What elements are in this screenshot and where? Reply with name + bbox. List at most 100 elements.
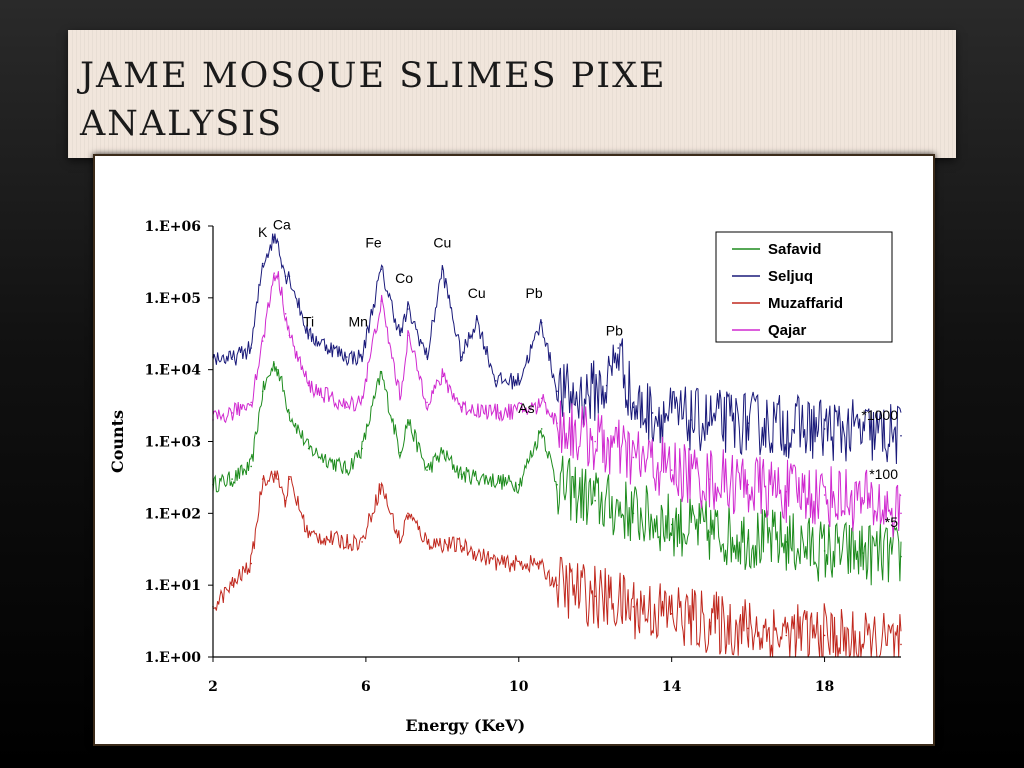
legend-box	[715, 231, 893, 343]
data-point-safavid	[460, 473, 463, 476]
data-point-qajar	[785, 490, 788, 493]
data-point-qajar	[284, 313, 287, 315]
data-point-qajar	[250, 401, 252, 404]
data-point-seljuq	[823, 428, 826, 430]
data-point-qajar	[346, 406, 348, 408]
data-point-qajar	[823, 494, 826, 496]
slide-title: JAME MOSQUE SLIMES PIXE ANALYSIS	[80, 56, 667, 144]
data-point-safavid	[823, 550, 826, 552]
data-point-qajar	[540, 397, 543, 400]
series-line-muzaffarid	[213, 470, 902, 658]
data-point-safavid	[307, 447, 310, 450]
data-point-muzaffarid	[288, 478, 291, 480]
data-point-qajar	[307, 384, 310, 387]
peak-label-mn: Mn	[349, 313, 368, 329]
scale-label-seljuq: *1000	[861, 407, 898, 423]
data-point-safavid	[399, 451, 402, 454]
data-point-muzaffarid	[361, 541, 363, 543]
data-point-safavid	[261, 390, 264, 393]
data-point-qajar	[460, 406, 463, 408]
data-point-seljuq	[690, 419, 692, 421]
data-point-muzaffarid	[346, 541, 348, 543]
data-point-muzaffarid	[594, 595, 596, 598]
axis-layer: 1.E+00 1.E+01 1.E+02 1.E+03 1.E+04 1.E+05 1.E+…	[108, 219, 901, 735]
title-banner: JAME MOSQUE SLIMES PIXE ANALYSIS	[68, 30, 956, 158]
data-point-safavid	[441, 451, 444, 454]
data-point-safavid	[426, 469, 428, 471]
label-layer: K Ca Ti Mn Fe Co Cu Cu Pb Pb As *5 *1000 *100	[258, 216, 898, 529]
data-point-muzaffarid	[900, 643, 902, 646]
data-point-seljuq	[407, 308, 409, 310]
data-point-seljuq	[380, 268, 383, 270]
peak-label-cu: Cu	[468, 285, 486, 301]
series-line-safavid	[212, 360, 902, 586]
data-point-seljuq	[651, 412, 654, 414]
x-tick-label: 2	[208, 679, 218, 695]
y-axis-title: Counts	[108, 410, 127, 473]
data-point-muzaffarid	[273, 473, 275, 476]
pixe-spectrum-chart: 1.E+00 1.E+01 1.E+02 1.E+03 1.E+04 1.E+05 1.E+…	[95, 156, 933, 744]
peak-label-ca: Ca	[273, 216, 291, 232]
peak-label-pb: Pb	[526, 285, 543, 301]
data-point-seljuq	[900, 435, 902, 437]
data-point-safavid	[862, 552, 864, 554]
data-point-qajar	[407, 334, 409, 337]
legend-label-seljuq: Seljuq	[768, 268, 813, 285]
data-point-seljuq	[556, 390, 558, 393]
data-point-qajar	[441, 375, 444, 378]
data-point-muzaffarid	[284, 499, 287, 502]
data-point-qajar	[747, 483, 749, 486]
data-point-safavid	[380, 372, 383, 374]
peak-label-ti: Ti	[303, 313, 314, 329]
data-point-muzaffarid	[231, 584, 233, 586]
data-point-muzaffarid	[399, 541, 402, 543]
data-point-safavid	[346, 469, 348, 471]
y-tick-label: 1.E+02	[145, 506, 202, 522]
series-line-seljuq	[212, 233, 902, 465]
data-point-qajar	[537, 406, 539, 408]
series-layer	[212, 233, 902, 658]
y-tick-label: 1.E+01	[145, 578, 202, 594]
data-point-seljuq	[284, 275, 287, 277]
chart-frame: 1.E+00 1.E+01 1.E+02 1.E+03 1.E+04 1.E+05 1.E+…	[93, 154, 935, 746]
data-point-qajar	[556, 422, 558, 425]
data-point-safavid	[540, 428, 543, 430]
data-point-muzaffarid	[747, 627, 749, 630]
data-point-safavid	[785, 541, 788, 543]
data-point-qajar	[900, 512, 902, 515]
data-point-seljuq	[277, 241, 279, 243]
data-point-seljuq	[617, 347, 619, 349]
data-point-safavid	[709, 531, 711, 533]
data-point-muzaffarid	[307, 534, 310, 536]
y-tick-label: 1.E+04	[145, 363, 202, 379]
data-point-muzaffarid	[709, 621, 711, 624]
x-tick-label: 10	[509, 679, 529, 695]
legend-label-muzaffarid: Muzaffarid	[768, 295, 843, 312]
data-point-safavid	[632, 512, 635, 515]
data-point-muzaffarid	[785, 634, 788, 637]
data-point-qajar	[862, 499, 864, 502]
legend: Safavid Seljuq Muzaffarid Qajar	[715, 231, 893, 343]
data-point-seljuq	[540, 321, 543, 324]
y-tick-label: 1.E+06	[145, 219, 202, 235]
data-point-safavid	[594, 499, 596, 502]
data-point-qajar	[261, 340, 264, 342]
data-point-qajar	[273, 272, 275, 274]
data-point-muzaffarid	[407, 512, 409, 515]
data-point-safavid	[277, 368, 279, 371]
data-point-qajar	[277, 275, 279, 277]
data-point-safavid	[407, 419, 409, 421]
x-tick-label: 18	[815, 679, 834, 695]
x-tick-label: 6	[361, 679, 371, 695]
data-point-muzaffarid	[537, 562, 539, 565]
y-tick-label: 1.E+00	[145, 650, 202, 666]
data-point-muzaffarid	[460, 545, 463, 547]
data-point-safavid	[747, 537, 749, 539]
data-point-seljuq	[605, 384, 608, 387]
data-point-safavid	[361, 447, 363, 450]
data-point-safavid	[288, 412, 291, 414]
data-point-muzaffarid	[380, 483, 383, 486]
data-point-muzaffarid	[862, 643, 864, 646]
data-point-safavid	[900, 555, 902, 558]
data-point-safavid	[231, 478, 233, 480]
